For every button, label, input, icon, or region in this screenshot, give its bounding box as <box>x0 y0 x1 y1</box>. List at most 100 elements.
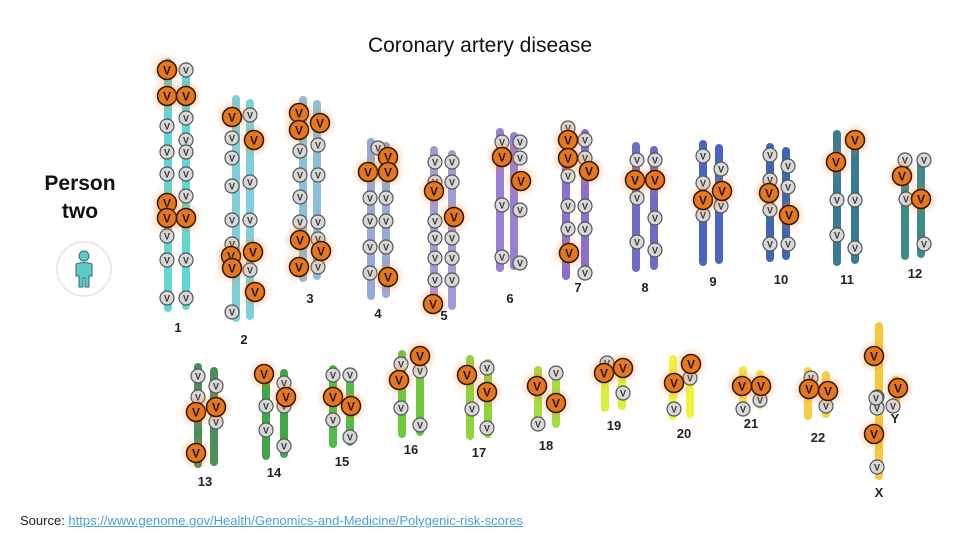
neutral-variant-marker: V <box>647 210 663 226</box>
svg-text:V: V <box>249 246 257 260</box>
risk-variant-marker: V <box>238 275 272 309</box>
risk-variant-marker: V <box>705 174 739 208</box>
neutral-variant-marker: V <box>512 255 528 271</box>
svg-text:V: V <box>718 185 726 199</box>
neutral-variant-marker: V <box>444 250 460 266</box>
svg-text:V: V <box>195 372 201 382</box>
risk-variant-marker: V <box>752 176 786 210</box>
risk-variant-marker: V <box>904 182 938 216</box>
risk-variant-marker: V <box>811 374 845 408</box>
neutral-variant-marker: V <box>577 221 593 237</box>
risk-variant-marker: V <box>744 369 778 403</box>
svg-text:V: V <box>483 386 491 400</box>
svg-text:V: V <box>851 134 859 148</box>
svg-text:V: V <box>213 382 219 392</box>
neutral-variant-marker: V <box>292 167 308 183</box>
svg-text:V: V <box>449 158 455 168</box>
svg-text:V: V <box>429 298 437 312</box>
neutral-variant-marker: V <box>224 178 240 194</box>
svg-text:V: V <box>183 114 189 124</box>
svg-text:V: V <box>330 371 336 381</box>
svg-text:V: V <box>740 405 746 415</box>
neutral-variant-marker: V <box>159 144 175 160</box>
svg-text:V: V <box>517 259 523 269</box>
svg-text:V: V <box>634 194 640 204</box>
risk-variant-marker: V <box>572 154 606 188</box>
risk-variant-marker: V <box>416 287 450 321</box>
risk-variant-marker: V <box>539 386 573 420</box>
svg-text:V: V <box>347 433 353 443</box>
svg-text:V: V <box>463 369 471 383</box>
neutral-variant-marker: V <box>159 166 175 182</box>
svg-text:V: V <box>297 171 303 181</box>
neutral-variant-marker: V <box>342 367 358 383</box>
chromosome-label: 14 <box>267 465 282 480</box>
svg-text:V: V <box>164 294 170 304</box>
neutral-variant-marker: V <box>258 398 274 414</box>
person-label-line2: two <box>61 200 99 223</box>
svg-text:V: V <box>281 442 287 452</box>
svg-text:V: V <box>164 256 170 266</box>
neutral-variant-marker: V <box>310 214 326 230</box>
neutral-variant-marker: V <box>548 365 564 381</box>
neutral-variant-marker: V <box>847 192 863 208</box>
neutral-variant-marker: V <box>393 400 409 416</box>
neutral-variant-marker: V <box>342 429 358 445</box>
risk-variant-marker: V <box>470 375 504 409</box>
svg-text:V: V <box>296 234 304 248</box>
svg-text:V: V <box>499 253 505 263</box>
svg-text:V: V <box>295 261 303 275</box>
neutral-variant-marker: V <box>178 144 194 160</box>
svg-text:V: V <box>247 216 253 226</box>
svg-text:V: V <box>670 377 678 391</box>
svg-text:V: V <box>890 402 896 412</box>
risk-variant-marker: V <box>606 351 640 385</box>
neutral-variant-marker: V <box>735 401 751 417</box>
svg-text:V: V <box>297 193 303 203</box>
risk-variant-marker: V <box>371 155 405 189</box>
risk-variant-marker: V <box>215 100 249 134</box>
chromosome-label: Y <box>891 411 900 426</box>
neutral-variant-marker: V <box>427 230 443 246</box>
svg-text:V: V <box>449 178 455 188</box>
svg-text:V: V <box>316 117 324 131</box>
svg-text:V: V <box>687 358 695 372</box>
neutral-variant-marker: V <box>847 240 863 256</box>
svg-text:V: V <box>250 134 258 148</box>
svg-text:V: V <box>315 171 321 181</box>
neutral-variant-marker: V <box>479 420 495 436</box>
svg-text:V: V <box>367 269 373 279</box>
source-link[interactable]: https://www.genome.gov/Health/Genomics-a… <box>68 513 523 528</box>
svg-text:V: V <box>874 463 880 473</box>
neutral-variant-marker: V <box>412 417 428 433</box>
risk-variant-marker: V <box>247 357 281 391</box>
svg-text:V: V <box>164 148 170 158</box>
neutral-variant-marker: V <box>464 401 480 417</box>
neutral-variant-marker: V <box>560 221 576 237</box>
svg-text:V: V <box>767 151 773 161</box>
svg-text:V: V <box>229 308 235 318</box>
risk-variant-marker: V <box>371 260 405 294</box>
neutral-variant-marker: V <box>444 272 460 288</box>
chromosome-label: 12 <box>908 266 922 281</box>
svg-text:V: V <box>297 147 303 157</box>
chromosome-label: 11 <box>840 272 854 287</box>
svg-text:V: V <box>582 269 588 279</box>
neutral-variant-marker: V <box>868 390 884 406</box>
svg-text:V: V <box>552 397 560 411</box>
svg-text:V: V <box>620 389 626 399</box>
svg-text:V: V <box>383 243 389 253</box>
svg-text:V: V <box>565 202 571 212</box>
neutral-variant-marker: V <box>378 190 394 206</box>
neutral-variant-marker: V <box>494 197 510 213</box>
svg-text:V: V <box>182 90 190 104</box>
svg-text:V: V <box>517 154 523 164</box>
neutral-variant-marker: V <box>427 272 443 288</box>
svg-text:V: V <box>517 175 525 189</box>
svg-text:V: V <box>212 401 220 415</box>
svg-text:V: V <box>163 212 171 226</box>
risk-variant-marker: V <box>237 123 271 157</box>
neutral-variant-marker: V <box>362 239 378 255</box>
neutral-variant-marker: V <box>494 249 510 265</box>
